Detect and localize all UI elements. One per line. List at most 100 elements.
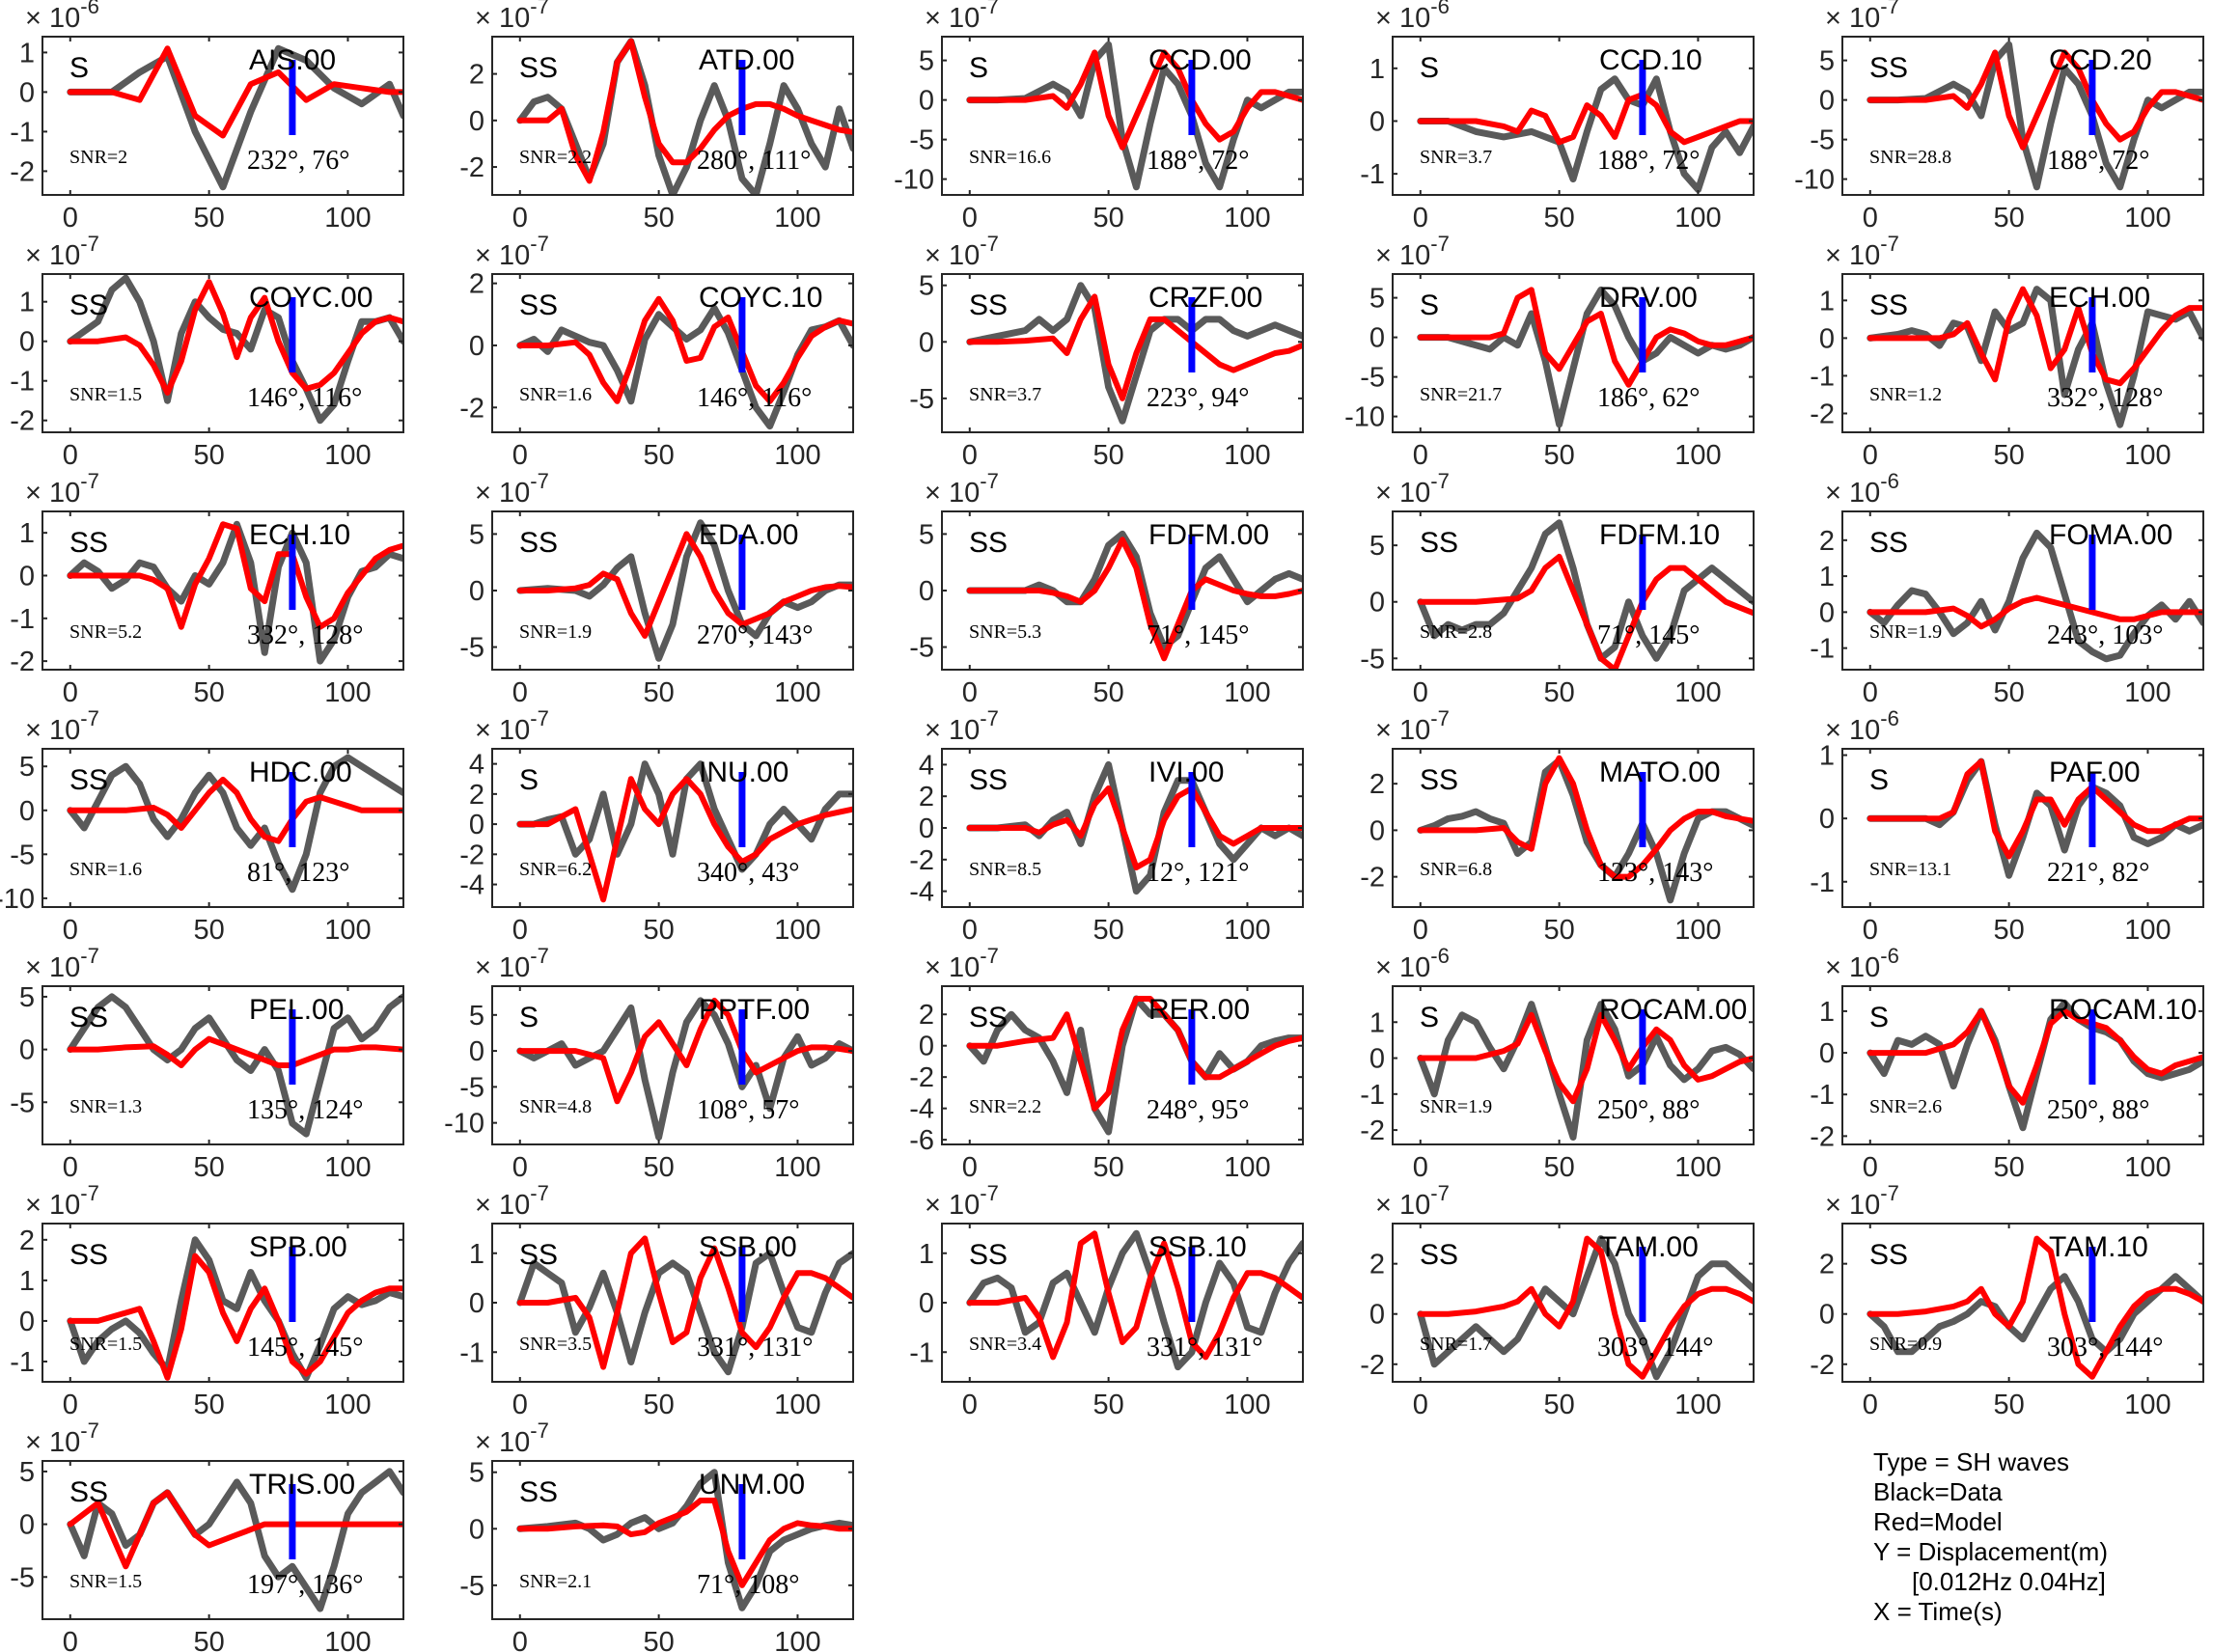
station-panel: 0 50 100 1 0 -1 × 10-6 S PAF.00 SNR=13.1 221°, 82°: [1810, 706, 2204, 946]
phase-label: S: [969, 52, 988, 84]
axes-frame: [491, 36, 854, 196]
model-trace: [516, 531, 853, 639]
x-tick-label: 50: [643, 1152, 674, 1183]
angles-label: 145°, 145°: [247, 1333, 363, 1363]
y-tick-label: 0: [1369, 588, 1385, 619]
station-panel: 0 50 100 2 0 -2 × 10-7 SS COYC.10 SNR=1.6 146°, 11…: [459, 232, 854, 471]
y-tick-label: -2: [1810, 399, 1835, 429]
phase-label: SS: [1420, 764, 1458, 796]
phase-label: S: [1420, 52, 1439, 84]
x-tick-label: 100: [774, 1390, 820, 1420]
phase-label: SS: [519, 527, 558, 559]
x-tick-label: 100: [324, 1152, 371, 1183]
y-tick-label: 0: [919, 1288, 934, 1319]
y-tick-label: 1: [19, 518, 35, 549]
axes-frame: [491, 748, 854, 908]
legend-x: X = Time(s): [1873, 1597, 2003, 1626]
y-tick-label: 5: [469, 519, 484, 550]
station-label: TRIS.00: [249, 1469, 355, 1501]
y-tick-label: -1: [1810, 867, 1835, 898]
y-tick-label: 0: [19, 327, 35, 358]
y-tick-label: 1: [1819, 562, 1835, 592]
angles-label: 123°, 143°: [1597, 858, 1713, 888]
angles-label: 188°, 72°: [1147, 146, 1249, 176]
x-tick-label: 100: [2124, 677, 2171, 708]
model-trace: [67, 45, 403, 139]
y-tick-label: -2: [10, 156, 35, 187]
y-tick-label: -1: [1360, 1080, 1385, 1111]
x-tick-label: 0: [962, 677, 978, 708]
data-trace: [516, 519, 853, 662]
x-tick-label: 0: [1863, 677, 1878, 708]
y-tick-label: 0: [919, 327, 934, 358]
angles-label: 108°, 57°: [697, 1095, 799, 1125]
station-panel: 0 50 100 2 0 -2 × 10-7 SS MATO.00 SNR=6.8 123°, 14…: [1360, 706, 1755, 946]
angles-label: 146°, 116°: [247, 383, 362, 413]
x-tick-label: 50: [643, 203, 674, 234]
model-trace: [1867, 758, 2203, 860]
y-tick-label: -1: [1810, 634, 1835, 665]
axes-frame: [41, 985, 404, 1145]
station-label: PEL.00: [249, 994, 344, 1026]
x-tick-label: 0: [63, 203, 78, 234]
y-exponent-label: × 10-6: [1825, 944, 1899, 983]
angles-label: 197°, 136°: [247, 1570, 363, 1600]
y-exponent-label: × 10-7: [925, 944, 999, 983]
snr-label: SNR=1.5: [69, 384, 142, 405]
x-tick-label: 100: [774, 677, 820, 708]
y-tick-label: 1: [1369, 1007, 1385, 1038]
phase-label: SS: [519, 289, 558, 321]
station-label: ROCAM.00: [1599, 994, 1747, 1026]
x-tick-label: 50: [193, 203, 224, 234]
snr-label: SNR=2: [69, 147, 127, 168]
angles-label: 71°, 145°: [1147, 620, 1249, 650]
y-exponent-label: × 10-7: [1375, 232, 1450, 271]
phase-label: SS: [969, 1002, 1008, 1033]
x-tick-label: 0: [962, 1152, 978, 1183]
axes-frame: [491, 985, 854, 1145]
phase-label: SS: [69, 764, 108, 796]
axes-frame: [1841, 510, 2204, 671]
y-tick-label: 2: [1369, 769, 1385, 800]
y-tick-label: 0: [19, 1035, 35, 1066]
x-tick-label: 50: [1993, 915, 2024, 946]
data-trace: [516, 38, 853, 195]
axes-frame: [41, 510, 404, 671]
y-tick-label: -6: [909, 1125, 934, 1156]
legend-box: Type = SH waves Black=Data Red=Model Y =…: [1873, 1447, 2221, 1627]
station-panel: 0 50 100 1 0 -1 -2 × 10-6 S AIS.00 SNR=2 232°, 76°: [10, 0, 404, 234]
phase-label: SS: [969, 289, 1008, 321]
x-tick-label: 0: [512, 203, 528, 234]
y-tick-label: 2: [469, 269, 484, 300]
y-tick-label: 1: [19, 38, 35, 69]
axes-frame: [1392, 985, 1755, 1145]
model-trace: [516, 776, 853, 903]
phase-label: SS: [519, 52, 558, 84]
snr-label: SNR=1.2: [1869, 384, 1942, 405]
data-trace: [67, 754, 403, 894]
y-tick-label: 0: [19, 1307, 35, 1337]
station-label: RER.00: [1148, 994, 1250, 1026]
x-tick-label: 100: [324, 203, 371, 234]
snr-label: SNR=1.6: [69, 859, 142, 880]
station-label: ECH.00: [2049, 282, 2150, 314]
angles-label: 280°, 111°: [697, 146, 811, 176]
y-tick-label: 0: [1369, 1300, 1385, 1331]
legend-band: [0.012Hz 0.04Hz]: [1912, 1567, 2106, 1596]
model-trace: [516, 1498, 853, 1588]
legend-type: Type = SH waves: [1873, 1447, 2070, 1476]
axes-frame: [941, 985, 1304, 1145]
y-exponent-label: × 10-7: [925, 706, 999, 746]
data-trace: [1417, 286, 1754, 428]
y-tick-label: -1: [10, 1347, 35, 1378]
phase-label: SS: [69, 527, 108, 559]
x-tick-label: 50: [1993, 677, 2024, 708]
axes-frame: [1841, 748, 2204, 908]
y-tick-label: -5: [10, 840, 35, 870]
x-tick-label: 100: [1674, 915, 1721, 946]
x-tick-label: 0: [962, 1390, 978, 1420]
x-tick-label: 0: [1413, 203, 1428, 234]
phase-label: S: [1420, 1002, 1439, 1033]
x-tick-label: 0: [1863, 1152, 1878, 1183]
